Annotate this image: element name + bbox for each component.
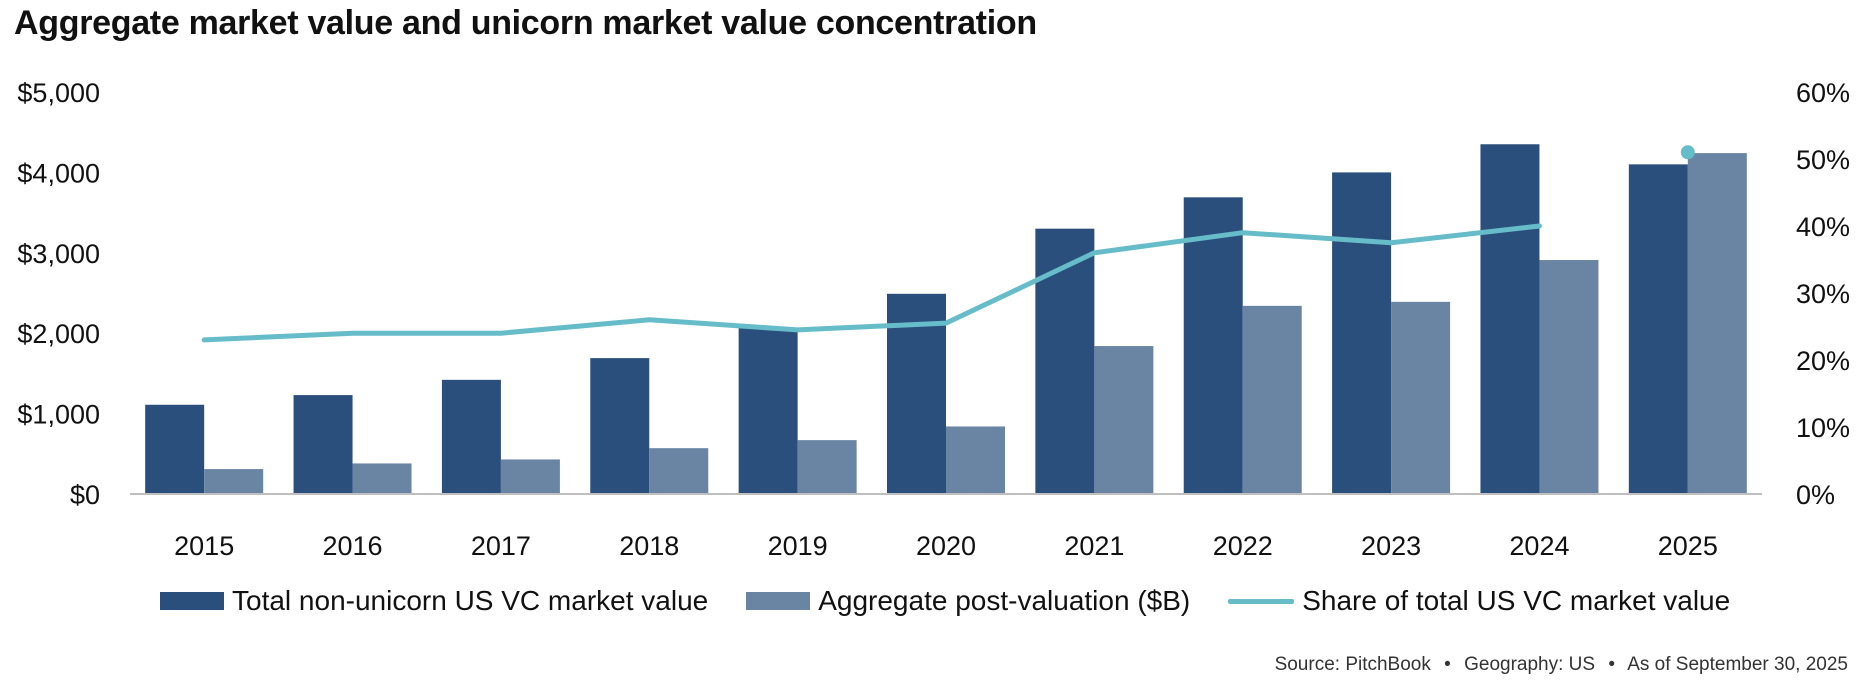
bars-layer (145, 144, 1747, 495)
source-text: Source: PitchBook (1274, 654, 1431, 675)
bar-non-unicorn-2019 (738, 327, 798, 494)
bar-post-valuation-2020 (946, 426, 1005, 494)
legend-swatch-share (1228, 598, 1295, 604)
bar-post-valuation-2019 (797, 440, 857, 494)
legend-swatch-post-valuation (746, 592, 811, 610)
source-separator: • (1444, 654, 1451, 675)
bar-non-unicorn-2023 (1332, 172, 1392, 494)
bar-non-unicorn-2017 (441, 379, 501, 494)
left-axis: $0 $1,000 $2,000 $3,000 $4,000 $5,000 (17, 78, 100, 510)
x-tick-label: 2020 (916, 531, 976, 561)
legend-item-share[interactable]: Share of total US VC market value (1228, 585, 1730, 617)
as-of-text: As of September 30, 2025 (1627, 654, 1848, 675)
source-separator: • (1608, 654, 1615, 675)
x-tick-label: 2022 (1213, 531, 1273, 561)
legend: Total non-unicorn US VC market value Agg… (160, 585, 1768, 617)
legend-label-non-unicorn: Total non-unicorn US VC market value (232, 585, 709, 616)
bar-post-valuation-2017 (500, 459, 560, 494)
bar-non-unicorn-2018 (590, 358, 650, 494)
bar-non-unicorn-2022 (1183, 197, 1243, 494)
x-tick-label: 2015 (174, 531, 234, 561)
bar-post-valuation-2024 (1539, 260, 1599, 494)
left-tick-label: $1,000 (17, 400, 100, 430)
bar-non-unicorn-2024 (1480, 144, 1540, 494)
left-tick-label: $4,000 (17, 158, 100, 188)
x-tick-label: 2025 (1658, 531, 1718, 561)
left-tick-label: $3,000 (17, 239, 100, 269)
bar-post-valuation-2025 (1687, 153, 1747, 494)
x-tick-label: 2016 (323, 531, 383, 561)
x-axis: 2015 2016 2017 2018 2019 2020 2021 2022 2023 2024… (174, 531, 1718, 561)
bar-post-valuation-2016 (352, 463, 412, 494)
legend-item-post-valuation[interactable]: Aggregate post-valuation ($B) (746, 585, 1190, 617)
x-tick-label: 2019 (768, 531, 828, 561)
right-tick-label: 50% (1796, 145, 1850, 175)
left-tick-label: $2,000 (17, 319, 100, 349)
right-tick-label: 40% (1796, 212, 1850, 242)
share-point-2025 (1680, 145, 1695, 160)
x-tick-label: 2017 (471, 531, 531, 561)
right-tick-label: 30% (1796, 279, 1850, 309)
bar-non-unicorn-2016 (293, 395, 353, 494)
bar-post-valuation-2015 (204, 469, 264, 494)
right-tick-label: 60% (1796, 78, 1850, 108)
bar-non-unicorn-2015 (145, 404, 205, 494)
x-tick-label: 2023 (1361, 531, 1421, 561)
legend-swatch-non-unicorn (160, 592, 224, 610)
bar-post-valuation-2018 (649, 448, 709, 494)
legend-item-non-unicorn[interactable]: Total non-unicorn US VC market value (160, 585, 708, 617)
share-line (201, 223, 1542, 343)
right-tick-label: 0% (1796, 480, 1835, 510)
x-tick-label: 2021 (1064, 531, 1124, 561)
bar-non-unicorn-2025 (1628, 164, 1688, 495)
right-axis: 0% 10% 20% 30% 40% 50% 60% (1796, 78, 1850, 510)
left-tick-label: $0 (70, 480, 100, 510)
bar-post-valuation-2021 (1094, 346, 1154, 494)
legend-label-post-valuation: Aggregate post-valuation ($B) (818, 585, 1191, 616)
x-tick-label: 2024 (1509, 531, 1569, 561)
x-tick-label: 2018 (619, 531, 679, 561)
right-tick-label: 10% (1796, 413, 1850, 443)
right-tick-label: 20% (1796, 346, 1850, 376)
bar-post-valuation-2022 (1242, 305, 1302, 494)
share-line-layer (201, 145, 1695, 343)
bar-post-valuation-2023 (1391, 301, 1451, 494)
left-tick-label: $5,000 (17, 78, 100, 108)
source-note: Source: PitchBook • Geography: US • As o… (1275, 654, 1848, 676)
chart-title: Aggregate market value and unicorn marke… (14, 4, 1037, 42)
legend-label-share: Share of total US VC market value (1302, 585, 1731, 616)
geography-text: Geography: US (1464, 654, 1596, 675)
bar-non-unicorn-2021 (1035, 228, 1095, 494)
